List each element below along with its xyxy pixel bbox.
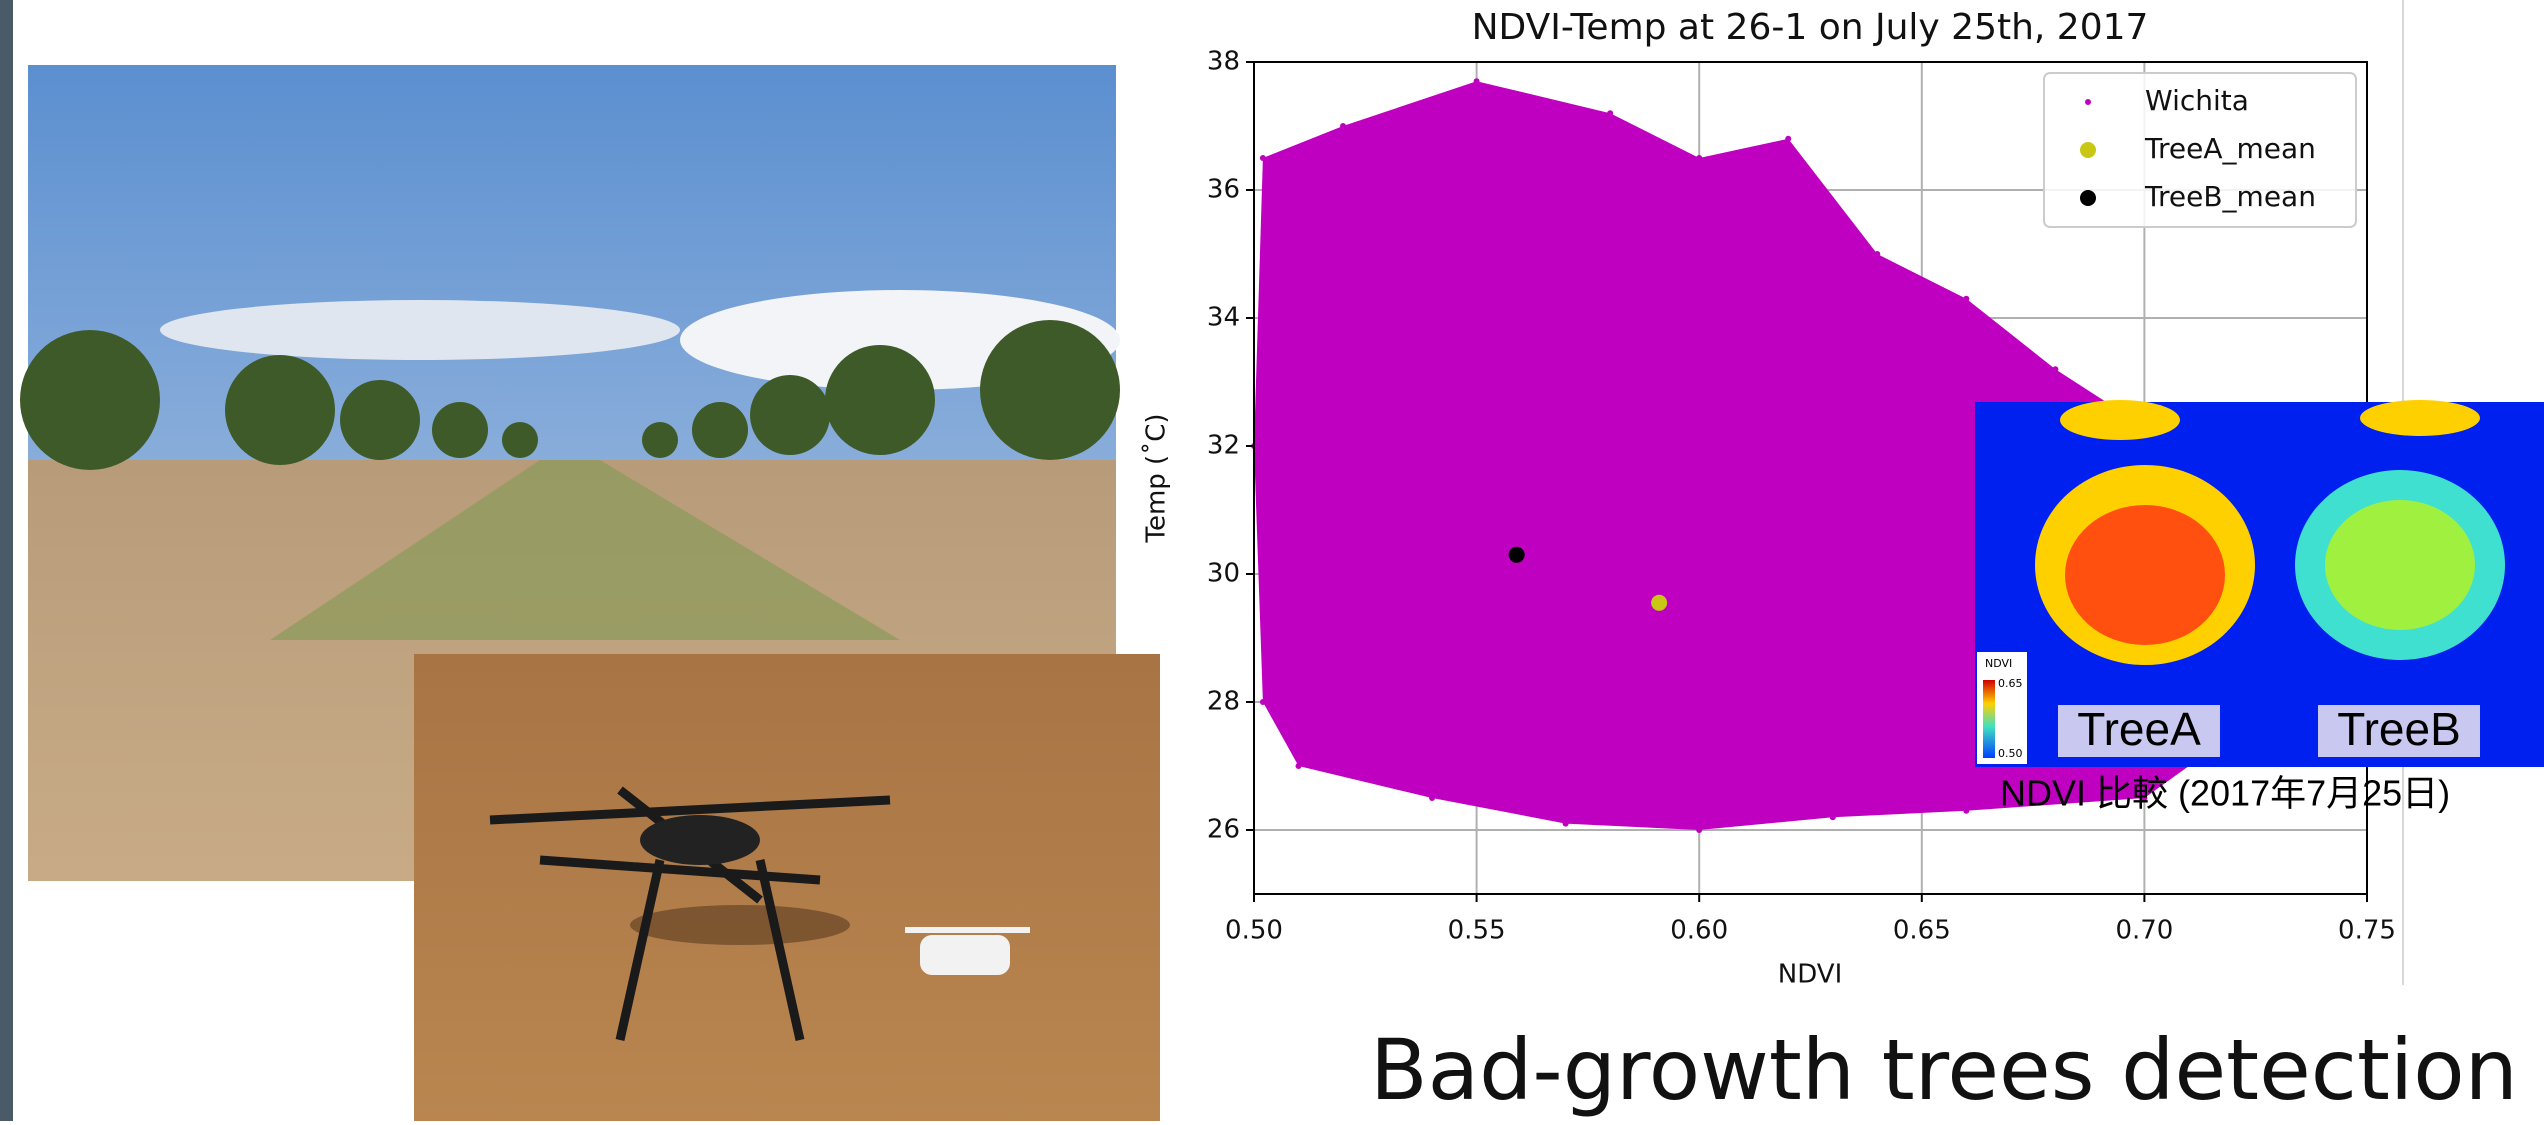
drone-photo — [414, 654, 1160, 1121]
chart-title: NDVI-Temp at 26-1 on July 25th, 2017 — [1472, 7, 2149, 48]
colorbar-title: NDVI — [1985, 657, 2012, 670]
scatter-point — [1429, 795, 1436, 801]
y-tick-label: 26 — [1207, 815, 1240, 845]
y-axis-label: Temp (˚C) — [1142, 414, 1172, 544]
scatter-point — [2141, 795, 2148, 801]
scatter-point — [1340, 123, 1347, 129]
scatter-point — [1696, 827, 1703, 833]
x-tick-label: 0.65 — [1893, 916, 1951, 946]
y-tick-label: 34 — [1207, 303, 1240, 333]
x-tick-label: 0.75 — [2338, 916, 2396, 946]
side-bar — [0, 0, 13, 1121]
scatter-point — [1259, 699, 1266, 705]
legend-label: TreeA_mean — [2144, 132, 2316, 165]
legend-marker — [2080, 190, 2096, 206]
x-tick-label: 0.50 — [1225, 916, 1283, 946]
inset-label: TreeA — [2077, 703, 2201, 755]
x-tick-label: 0.60 — [1670, 916, 1728, 946]
x-axis-label: NDVI — [1778, 960, 1842, 990]
scatter-point — [1785, 135, 1792, 142]
scatter-point — [1963, 295, 1970, 302]
scatter-point — [1874, 251, 1881, 257]
scatter-point — [1829, 814, 1836, 821]
y-tick-label: 28 — [1207, 687, 1240, 717]
scatter-point — [1259, 155, 1266, 161]
footer-title: Bad-growth trees detection — [1370, 1021, 2518, 1119]
mean-point — [1651, 594, 1668, 611]
scatter-point — [1295, 763, 1302, 769]
y-tick-label: 32 — [1207, 431, 1240, 461]
inset-caption: NDVI 比較 (2017年7月25日) — [2000, 773, 2450, 814]
scatter-point — [1696, 155, 1703, 161]
scatter-point — [1473, 78, 1480, 85]
scatter-point — [2052, 366, 2059, 373]
x-tick-label: 0.70 — [2115, 916, 2173, 946]
legend-marker — [2080, 142, 2096, 158]
ndvi-inset: NDVI 0.65 0.50 TreeA TreeB NDVI 比較 (2017… — [1975, 400, 2544, 814]
x-tick-label: 0.55 — [1448, 916, 1506, 946]
y-tick-label: 38 — [1207, 47, 1240, 77]
mean-point — [1508, 546, 1525, 563]
scatter-point — [1562, 820, 1569, 827]
legend-label: Wichita — [2145, 84, 2249, 117]
legend-label: TreeB_mean — [2144, 180, 2316, 213]
colorbar-max: 0.65 — [1998, 677, 2023, 690]
legend-marker — [2085, 99, 2091, 105]
y-tick-label: 36 — [1207, 175, 1240, 205]
y-tick-label: 30 — [1207, 559, 1240, 589]
colorbar-min: 0.50 — [1998, 747, 2023, 760]
inset-label: TreeB — [2337, 703, 2461, 755]
scatter-point — [1963, 807, 1970, 814]
orchard-photo — [20, 65, 1120, 881]
scatter-point — [1607, 110, 1614, 117]
legend-box — [2043, 72, 2357, 228]
